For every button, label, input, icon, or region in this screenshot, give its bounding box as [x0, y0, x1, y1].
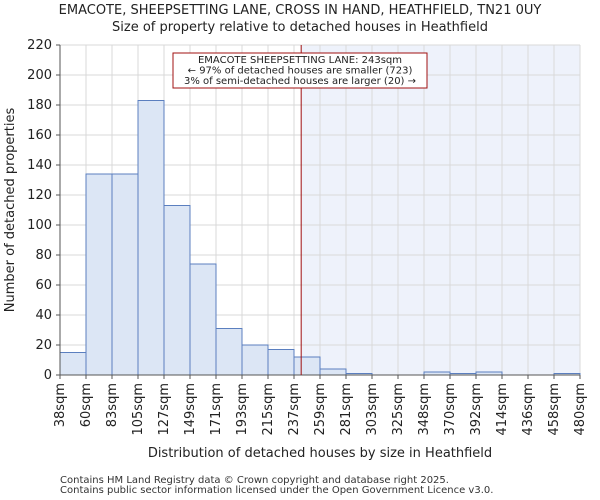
histogram-bar: [319, 368, 347, 376]
x-tick-label: 193sqm: [235, 383, 250, 436]
histogram-bar: [241, 344, 269, 376]
y-tick-label: 100: [27, 218, 52, 233]
y-tick-label: 200: [27, 68, 52, 83]
x-tick-label: 348sqm: [417, 383, 432, 436]
y-tick-label: 140: [27, 158, 52, 173]
histogram-chart: 0 20 40 60 80 100 120 140 160 180 200 220 38sqm 60sqm…: [3, 38, 588, 461]
footer-copyright: Contains HM Land Registry data © Crown c…: [60, 475, 449, 486]
x-tick-label: 436sqm: [521, 383, 536, 436]
x-tick-label: 458sqm: [547, 383, 562, 436]
histogram-bar: [267, 349, 295, 376]
x-tick-label: 303sqm: [365, 383, 380, 436]
y-tick-label: 160: [27, 128, 52, 143]
y-tick-label: 20: [35, 338, 52, 353]
histogram-bar: [215, 328, 243, 376]
y-tick-label: 120: [27, 188, 52, 203]
y-tick-label: 60: [35, 278, 52, 293]
x-tick-label: 480sqm: [573, 383, 588, 436]
y-tick-label: 0: [44, 368, 52, 383]
x-tick-label: 281sqm: [339, 383, 354, 436]
x-tick-label: 105sqm: [131, 383, 146, 436]
histogram-bar: [85, 173, 113, 376]
x-tick-label: 127sqm: [157, 383, 172, 436]
x-tick-label: 149sqm: [183, 383, 198, 436]
y-tick-label: 40: [35, 308, 52, 323]
y-tick-label: 180: [27, 98, 52, 113]
histogram-bar: [293, 356, 321, 376]
x-tick-label: 60sqm: [79, 383, 94, 427]
x-axis-title: Distribution of detached houses by size …: [148, 446, 492, 461]
footer-licence: Contains public sector information licen…: [60, 485, 494, 496]
histogram-bar: [111, 173, 139, 376]
histogram-bar: [163, 205, 191, 376]
x-tick-label: 215sqm: [261, 383, 276, 436]
x-tick-label: 392sqm: [469, 383, 484, 436]
histogram-bar: [59, 352, 87, 376]
chart-title: EMACOTE, SHEEPSETTING LANE, CROSS IN HAN…: [58, 3, 542, 18]
histogram-bar: [137, 100, 165, 376]
x-tick-label: 237sqm: [287, 383, 302, 436]
annotation-larger-label: 3% of semi-detached houses are larger (2…: [184, 76, 416, 87]
histogram-bar: [189, 263, 217, 376]
x-tick-label: 83sqm: [105, 383, 120, 427]
x-tick-label: 259sqm: [313, 383, 328, 436]
annotation-smaller-label: ← 97% of detached houses are smaller (72…: [188, 66, 413, 77]
x-tick-label: 414sqm: [495, 383, 510, 436]
annotation-property-label: EMACOTE SHEEPSETTING LANE: 243sqm: [198, 55, 402, 66]
y-axis-title: Number of detached properties: [3, 108, 18, 313]
x-tick-label: 370sqm: [443, 383, 458, 436]
x-tick-label: 171sqm: [209, 383, 224, 436]
y-tick-label: 80: [35, 248, 52, 263]
x-tick-label: 38sqm: [53, 383, 68, 427]
annotation-box: [172, 52, 428, 89]
chart-subtitle: Size of property relative to detached ho…: [112, 20, 488, 35]
y-tick-label: 220: [27, 38, 52, 53]
larger-region-shading: [301, 45, 580, 375]
x-tick-label: 325sqm: [391, 383, 406, 436]
